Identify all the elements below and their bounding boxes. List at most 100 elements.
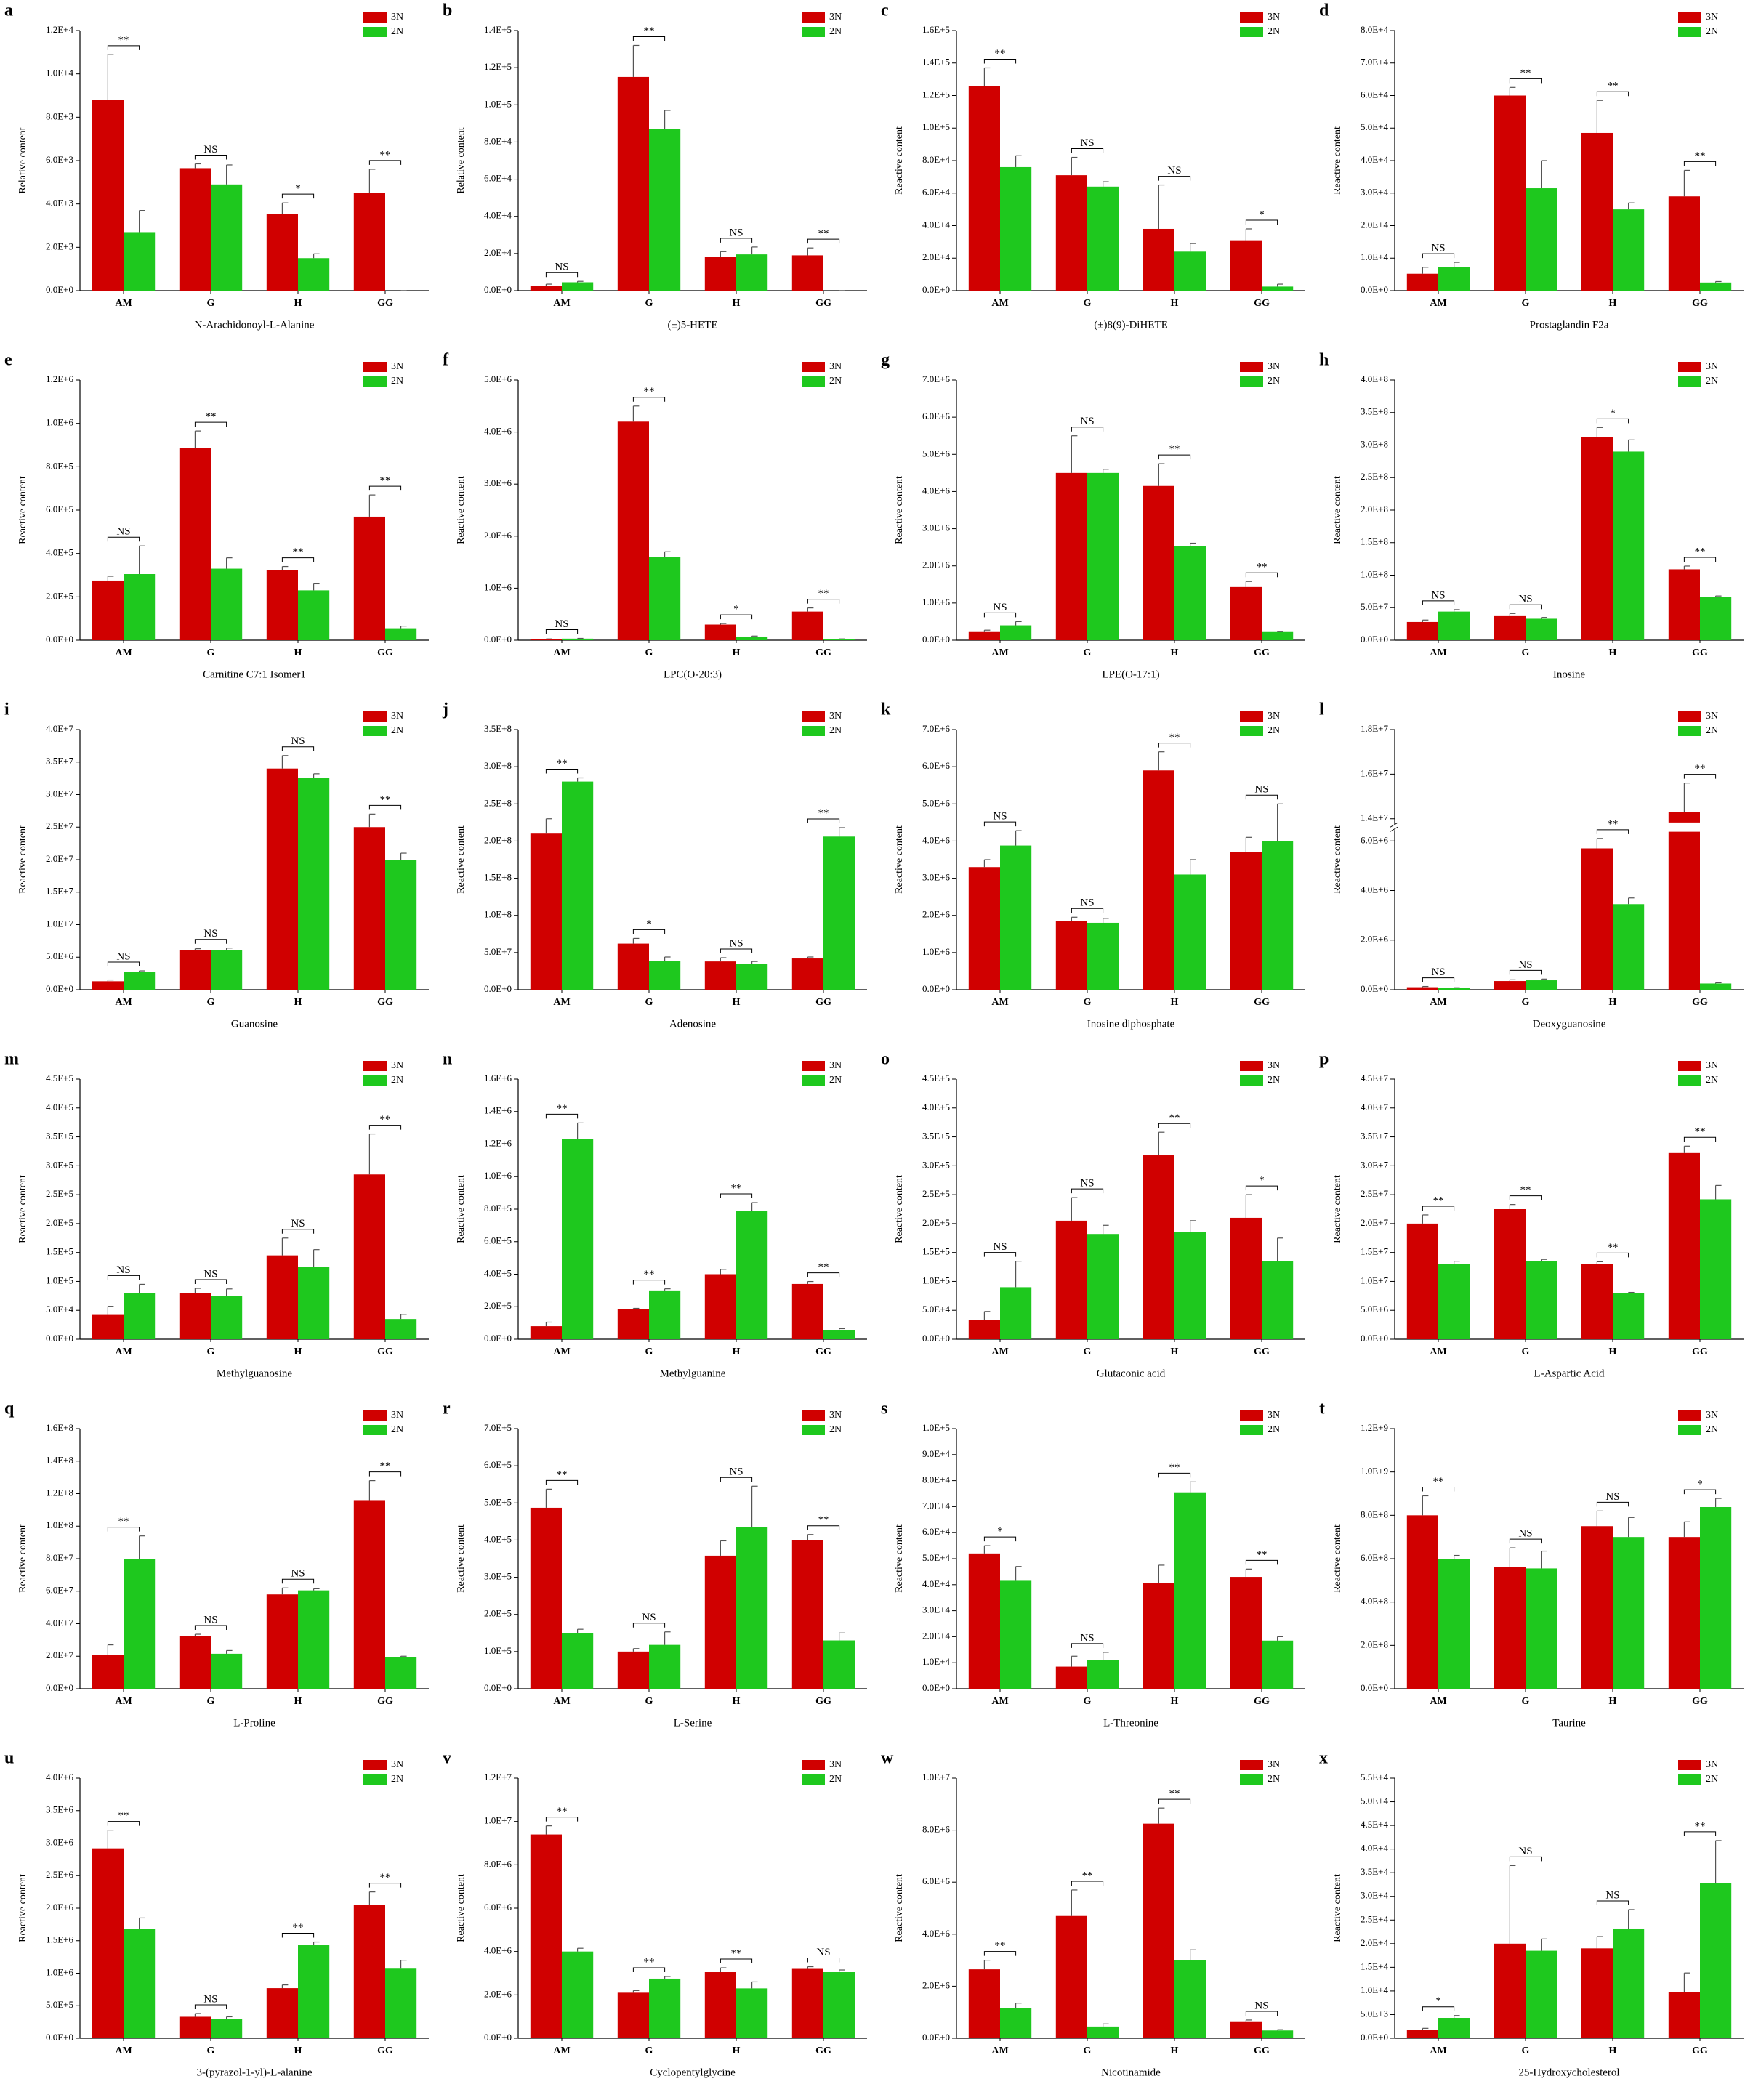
significance-label: ** xyxy=(1169,732,1180,743)
y-tick-label: 2.0E+4 xyxy=(1361,1937,1389,1948)
significance-label: NS xyxy=(116,950,130,962)
bar xyxy=(704,961,736,990)
significance-label: NS xyxy=(291,735,305,747)
y-tick-label: 6.0E+7 xyxy=(46,1585,74,1596)
panel-letter: o xyxy=(881,1050,890,1069)
y-tick-label: 4.0E+4 xyxy=(484,210,512,221)
y-tick-label: 3.0E+4 xyxy=(922,1604,951,1615)
x-tick-label: G xyxy=(1522,1696,1530,1707)
x-tick-label: AM xyxy=(991,647,1008,658)
x-tick-label: GG xyxy=(377,298,393,309)
y-tick-label: 7.0E+4 xyxy=(922,1500,951,1511)
bar xyxy=(1087,2026,1119,2038)
significance-bracket xyxy=(1422,977,1455,982)
significance-label: * xyxy=(1610,408,1616,419)
x-tick-label: AM xyxy=(991,1696,1008,1707)
significance-label: ** xyxy=(1257,562,1268,573)
significance-label: ** xyxy=(995,48,1006,60)
y-axis-label: Reactive content xyxy=(1332,476,1343,544)
bar xyxy=(1668,1992,1700,2038)
significance-label: ** xyxy=(380,1461,391,1472)
x-axis-label: Methylguanosine xyxy=(217,1368,292,1379)
significance-label: NS xyxy=(1431,966,1445,978)
bar xyxy=(385,1319,417,1339)
significance-label: NS xyxy=(1167,165,1181,177)
significance-bracket xyxy=(632,1967,666,1972)
y-tick-label: 1.5E+8 xyxy=(1361,536,1388,547)
significance-label: ** xyxy=(380,794,391,806)
y-tick-label: 5.0E+5 xyxy=(484,1496,512,1507)
x-tick-label: H xyxy=(1609,997,1617,1008)
bar xyxy=(704,257,736,291)
x-tick-label: GG xyxy=(815,997,831,1008)
y-tick-label: 3.0E+5 xyxy=(922,1159,950,1170)
legend-label: 3N xyxy=(391,1759,403,1770)
significance-bracket xyxy=(1071,1881,1104,1886)
x-tick-label: G xyxy=(645,1696,653,1707)
y-tick-label: 1.5E+6 xyxy=(46,1934,74,1945)
y-tick-label: 4.0E+5 xyxy=(46,547,73,558)
significance-label: * xyxy=(1259,1175,1265,1187)
y-tick-label: 0.0E+0 xyxy=(46,634,73,645)
significance-bracket xyxy=(545,1113,579,1119)
bar xyxy=(385,860,417,990)
legend-swatch xyxy=(1678,1425,1701,1435)
bar xyxy=(353,516,385,640)
significance-bracket xyxy=(1071,427,1104,432)
y-tick-label: 4.0E+6 xyxy=(922,834,951,845)
significance-label: ** xyxy=(380,475,391,487)
y-tick-label: 0.0E+0 xyxy=(1361,284,1388,295)
y-tick-label: 1.4E+7 xyxy=(1361,812,1389,823)
y-tick-label: 5.0E+6 xyxy=(1361,1304,1389,1314)
bar xyxy=(1613,904,1645,990)
significance-label: ** xyxy=(644,25,655,37)
y-tick-label: 1.5E+5 xyxy=(46,1246,73,1257)
significance-label: NS xyxy=(203,144,217,156)
y-tick-label: 2.0E+5 xyxy=(484,1608,512,1619)
bar xyxy=(704,1555,736,1689)
significance-label: ** xyxy=(1608,818,1619,830)
y-tick-label: 1.2E+8 xyxy=(46,1487,73,1498)
significance-bracket xyxy=(1422,2006,1455,2011)
y-axis-label: Reactive content xyxy=(456,1874,467,1942)
legend-label: 3N xyxy=(1268,361,1280,372)
bar xyxy=(1700,1506,1732,1689)
y-tick-label: 3.0E+6 xyxy=(484,477,512,488)
y-tick-label: 3.0E+4 xyxy=(1361,187,1389,198)
bar xyxy=(823,1972,855,2038)
bar xyxy=(298,1945,330,2038)
significance-bracket xyxy=(1683,161,1717,166)
significance-label: NS xyxy=(1431,589,1445,601)
bar xyxy=(530,639,562,640)
bar xyxy=(968,867,1000,990)
legend-label: 2N xyxy=(391,1424,403,1435)
bar xyxy=(1406,1223,1438,1339)
significance-label: NS xyxy=(203,1614,217,1626)
bar xyxy=(617,1992,649,2038)
x-tick-label: G xyxy=(1084,997,1092,1008)
x-axis-label: Cyclopentylglycine xyxy=(650,2067,736,2078)
panel-letter: g xyxy=(881,351,890,370)
legend-swatch xyxy=(1240,726,1263,736)
legend-label: 3N xyxy=(829,1410,842,1421)
bar xyxy=(736,1988,768,2038)
x-tick-label: AM xyxy=(1430,2046,1446,2056)
bar xyxy=(1406,987,1438,990)
significance-label: ** xyxy=(818,1261,829,1273)
y-tick-label: 1.2E+6 xyxy=(46,373,74,384)
significance-label: ** xyxy=(644,386,655,397)
panel: a Relative content N-Arachidonoyl-L-Alanin… xyxy=(4,1,429,331)
y-tick-label: 5.0E+3 xyxy=(1361,2008,1388,2019)
legend-label: 2N xyxy=(1268,1774,1280,1785)
bar xyxy=(1613,451,1645,640)
legend-swatch xyxy=(363,726,387,736)
bar xyxy=(704,624,736,640)
legend-swatch xyxy=(1240,1061,1263,1071)
significance-label: ** xyxy=(1169,1788,1180,1800)
bar xyxy=(266,214,298,291)
significance-label: ** xyxy=(1169,1462,1180,1474)
panel-letter: l xyxy=(1319,700,1324,719)
legend-swatch xyxy=(802,1075,825,1086)
legend-label: 3N xyxy=(1268,12,1280,23)
x-tick-label: GG xyxy=(1254,1346,1270,1357)
